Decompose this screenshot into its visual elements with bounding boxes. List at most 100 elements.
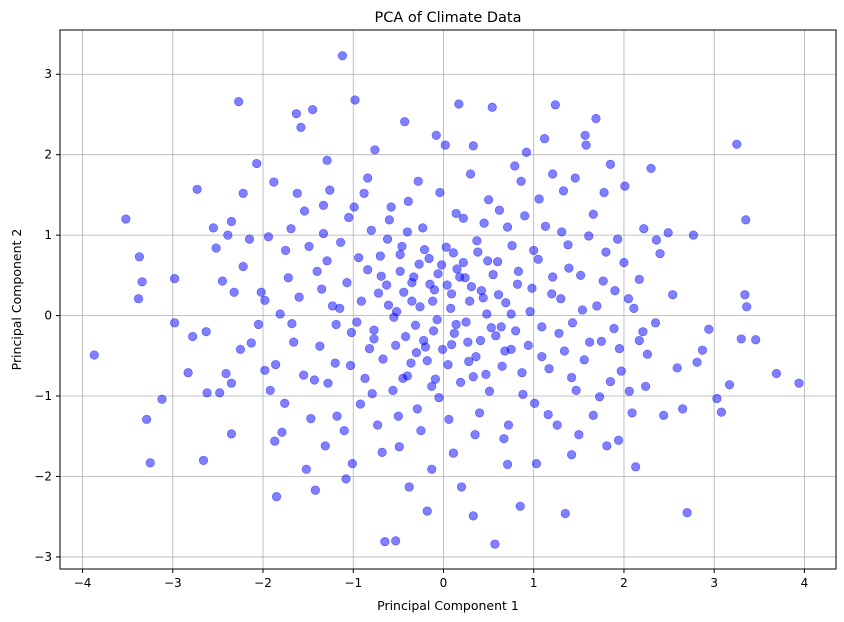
scatter-point <box>525 306 535 317</box>
scatter-point <box>629 303 639 313</box>
scatter-point <box>520 211 530 221</box>
scatter-point <box>591 113 601 124</box>
scatter-point <box>455 272 465 282</box>
scatter-point <box>301 464 311 474</box>
scatter-point <box>418 223 428 233</box>
scatter-point <box>395 266 405 276</box>
scatter-point <box>581 140 591 150</box>
y-tick-label: −1 <box>34 389 52 403</box>
scatter-point <box>456 482 467 492</box>
scatter-point <box>482 309 492 319</box>
scatter-point <box>395 249 405 260</box>
scatter-point <box>322 256 332 266</box>
scatter-point <box>294 292 304 302</box>
scatter-point <box>332 411 342 421</box>
scatter-point <box>724 380 735 390</box>
scatter-point <box>325 185 335 195</box>
scatter-point <box>564 263 574 273</box>
scatter-point <box>468 511 478 521</box>
scatter-point <box>350 95 360 105</box>
scatter-point <box>427 381 437 391</box>
scatter-point <box>286 224 296 234</box>
scatter-point <box>289 337 299 347</box>
scatter-point <box>712 393 722 404</box>
scatter-point <box>494 205 505 215</box>
scatter-point <box>491 331 501 341</box>
scatter-point <box>226 378 237 388</box>
scatter-point <box>651 235 662 245</box>
scatter-point <box>588 209 598 219</box>
scatter-point <box>376 271 386 281</box>
scatter-point <box>412 404 422 414</box>
scatter-point <box>391 340 401 350</box>
scatter-point <box>435 187 445 198</box>
scatter-point <box>605 159 616 169</box>
scatter-point <box>322 155 332 165</box>
scatter-point <box>605 376 616 387</box>
scatter-point <box>270 436 280 446</box>
scatter-point <box>468 141 478 151</box>
y-axis-label: Principal Component 2 <box>9 229 24 371</box>
scatter-point <box>552 420 562 430</box>
x-tick-label: 3 <box>710 576 718 590</box>
scatter-point <box>315 341 325 351</box>
scatter-point <box>211 243 221 253</box>
scatter-point <box>399 287 409 297</box>
scatter-point <box>386 202 396 212</box>
scatter-point <box>602 441 612 451</box>
scatter-point <box>363 173 373 183</box>
scatter-point <box>539 134 550 144</box>
x-tick-label: 1 <box>530 576 538 590</box>
scatter-point <box>471 352 481 362</box>
scatter-point <box>668 290 678 300</box>
scatter-point <box>234 96 244 107</box>
scatter-point <box>283 273 293 283</box>
scatter-point <box>235 344 246 354</box>
scatter-point <box>574 430 584 440</box>
scatter-point <box>432 315 442 325</box>
scatter-point <box>613 234 623 244</box>
scatter-point <box>359 188 369 198</box>
scatter-point <box>434 393 444 403</box>
scatter-point <box>306 413 316 424</box>
scatter-point <box>641 381 651 391</box>
scatter-point <box>771 368 782 379</box>
scatter-point <box>183 368 193 378</box>
scatter-point <box>468 372 478 382</box>
y-tick-label: 1 <box>44 228 52 242</box>
scatter-point <box>429 285 440 295</box>
scatter-point <box>383 300 394 310</box>
scatter-point <box>598 276 608 286</box>
scatter-point <box>339 426 349 436</box>
scatter-point <box>650 318 661 328</box>
scatter-point <box>655 249 665 259</box>
scatter-point <box>484 195 494 205</box>
scatter-point <box>580 130 590 140</box>
scatter-point <box>170 318 180 328</box>
scatter-point <box>547 289 557 299</box>
scatter-point <box>452 264 462 274</box>
scatter-point <box>89 350 99 360</box>
scatter-point <box>299 370 309 380</box>
scatter-point <box>388 385 398 396</box>
scatter-point <box>559 346 570 356</box>
scatter-point <box>451 319 461 330</box>
scatter-point <box>352 317 362 327</box>
scatter-point <box>481 369 491 379</box>
scatter-point <box>448 248 459 258</box>
scatter-point <box>356 296 366 306</box>
scatter-point <box>419 245 430 255</box>
scatter-point <box>540 221 551 231</box>
scatter-point <box>692 357 702 367</box>
scatter-point <box>447 289 457 299</box>
scatter-point <box>393 411 403 421</box>
scatter-point <box>697 345 708 355</box>
scatter-point <box>428 326 439 336</box>
scatter-point <box>550 100 560 110</box>
scatter-point <box>427 464 437 474</box>
scatter-point <box>309 375 320 385</box>
scatter-point <box>444 414 454 424</box>
scatter-point <box>397 241 407 251</box>
scatter-point <box>403 196 413 206</box>
